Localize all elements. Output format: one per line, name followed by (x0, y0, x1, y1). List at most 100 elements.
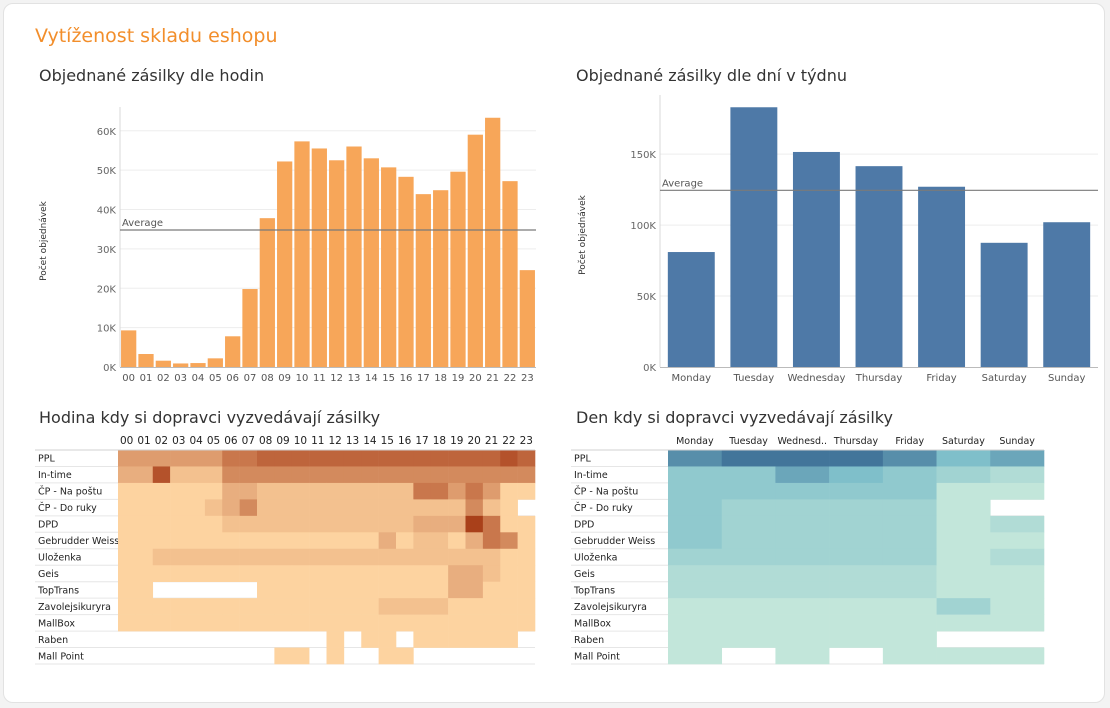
heatmap-cell (430, 581, 449, 599)
x-tick-label: 06 (226, 373, 239, 384)
x-tick-label: 01 (140, 373, 153, 384)
heatmap-cell (936, 565, 991, 582)
heatmap-cell (152, 614, 171, 632)
heatmap-cell (343, 614, 362, 632)
heatmap-cell (721, 631, 776, 648)
heatmap-cell (775, 450, 830, 467)
heatmap-cell (291, 482, 310, 500)
heatmap-cell (430, 482, 449, 500)
x-tick-label: 03 (174, 373, 187, 384)
heatmap-cell (990, 565, 1045, 582)
heatmap-cell (326, 466, 345, 484)
heatmap-cell (204, 598, 223, 615)
heatmap-cell (274, 548, 293, 566)
heatmap-cell (465, 450, 484, 467)
bar (225, 336, 241, 367)
heatmap-cell (222, 565, 240, 582)
heatmap-cell (343, 548, 362, 566)
heatmap-cell (829, 532, 884, 550)
column-header: 07 (242, 435, 255, 447)
bar (173, 363, 189, 367)
heatmap-cell (326, 450, 345, 467)
heatmap-cell (990, 466, 1045, 484)
bar (242, 289, 258, 367)
x-tick-label: Thursday (855, 373, 903, 384)
heatmap-cell (187, 614, 206, 632)
heatmap-cell (257, 548, 275, 566)
heatmap-cell (500, 450, 518, 467)
heatmap-cell (378, 548, 397, 566)
heatmap-cell (465, 499, 484, 517)
heatmap-cell (465, 614, 484, 632)
heatmap-cell (170, 450, 188, 467)
heatmap-cell (448, 499, 466, 517)
heatmap-cell (170, 499, 188, 517)
heatmap-cell (378, 450, 397, 467)
column-header: 15 (381, 435, 394, 447)
bar (667, 252, 715, 367)
heatmap-cell (326, 499, 345, 517)
heatmap-cell (482, 466, 501, 484)
heatmap-cell (152, 598, 171, 615)
heatmap-cell (482, 631, 501, 648)
heatmap-cell (465, 631, 484, 648)
heatmap-cell (775, 466, 830, 484)
heatmap-cell (668, 565, 723, 582)
heatmap-cell (829, 565, 884, 582)
heatmap-cell (430, 631, 449, 648)
heatmap-cell (396, 647, 414, 665)
column-header: 03 (172, 435, 185, 447)
column-header: 10 (294, 435, 307, 447)
heatmap-cell (990, 482, 1045, 500)
hourly-orders-title: Objednané zásilky dle hodin (39, 66, 265, 85)
heatmap-cell (668, 598, 723, 615)
heatmap-cell (343, 482, 362, 500)
heatmap-cell (500, 598, 518, 615)
column-header: 04 (190, 435, 204, 447)
heatmap-cell (990, 614, 1045, 632)
heatmap-cell (239, 499, 258, 517)
x-tick-label: Wednesday (787, 373, 845, 384)
heatmap-cell (668, 499, 723, 517)
heatmap-cell (291, 515, 310, 533)
heatmap-cell (396, 548, 414, 566)
heatmap-cell (118, 532, 136, 550)
heatmap-cell (222, 450, 240, 467)
column-header: Wednesd.. (777, 436, 827, 447)
heatmap-cell (291, 598, 310, 615)
heatmap-cell (291, 499, 310, 517)
heatmap-cell (413, 515, 432, 533)
x-tick-label: 20 (469, 373, 482, 384)
heatmap-cell (343, 532, 362, 550)
heatmap-cell (204, 548, 223, 566)
dashboard-title: Vytíženost skladu eshopu (35, 25, 278, 47)
heatmap-cell (204, 565, 223, 582)
column-header: 23 (520, 435, 533, 447)
heatmap-cell (882, 647, 937, 665)
heatmap-cell (170, 482, 188, 500)
row-label: ČP - Do ruky (574, 502, 633, 514)
x-tick-label: 10 (296, 373, 309, 384)
column-header: 02 (155, 435, 168, 447)
y-tick-label: 50K (637, 292, 657, 303)
heatmap-cell (448, 532, 466, 550)
heatmap-cell (396, 450, 414, 467)
heatmap-cell (990, 598, 1045, 615)
heatmap-cell (829, 515, 884, 533)
heatmap-cell (274, 515, 293, 533)
heatmap-cell (482, 614, 501, 632)
heatmap-cell (187, 532, 206, 550)
bar (980, 242, 1028, 367)
x-tick-label: 17 (417, 373, 430, 384)
heatmap-cell (257, 565, 275, 582)
heatmap-cell (222, 598, 240, 615)
heatmap-cell (257, 598, 275, 615)
bar (259, 218, 275, 367)
hourly-pickup-title: Hodina kdy si dopravci vyzvedávají zásil… (39, 408, 381, 427)
heatmap-cell (882, 548, 937, 566)
heatmap-cell (361, 466, 379, 484)
heatmap-cell (668, 581, 723, 599)
column-header: Thursday (833, 436, 879, 447)
heatmap-cell (257, 614, 275, 632)
